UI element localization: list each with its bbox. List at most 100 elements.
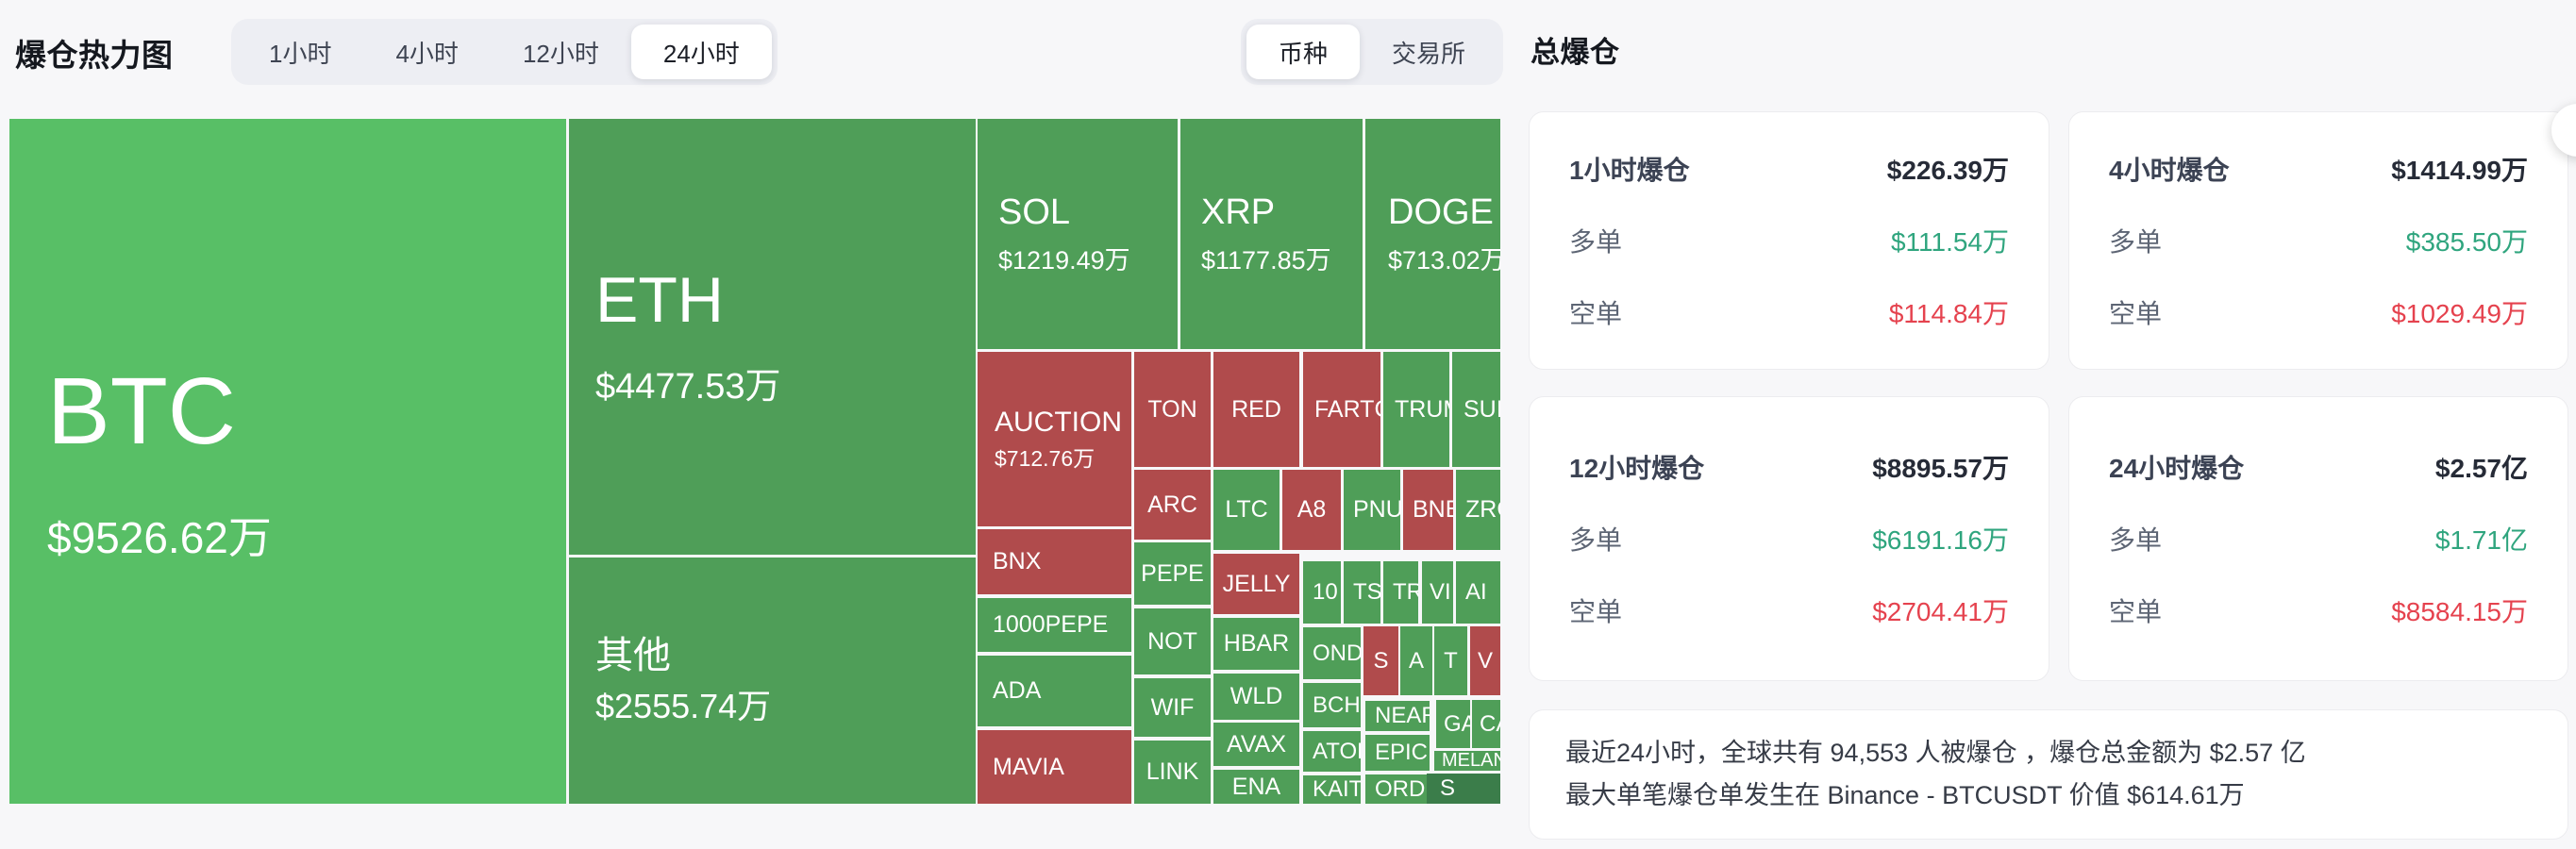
card-total-value: $2.57亿 bbox=[2434, 454, 2528, 483]
time-tab-12小时[interactable]: 12小时 bbox=[522, 39, 599, 68]
treemap-cell-NEAR[interactable]: NEAR bbox=[1365, 701, 1430, 731]
treemap-cell-BNX[interactable]: BNX bbox=[978, 529, 1131, 594]
short-value: $8584.15万 bbox=[2391, 597, 2528, 626]
treemap-cell-TRUMP[interactable]: TRUMP bbox=[1383, 352, 1449, 467]
treemap-cell-LTC[interactable]: LTC bbox=[1213, 470, 1280, 550]
treemap-cell-EPIC[interactable]: EPIC bbox=[1365, 735, 1430, 771]
treemap-cell-ADA[interactable]: ADA bbox=[978, 656, 1131, 726]
treemap-cell-MAVIA[interactable]: MAVIA bbox=[978, 730, 1131, 804]
cell-symbol: CA bbox=[1480, 710, 1500, 737]
cell-symbol: ONDO bbox=[1313, 640, 1361, 666]
cell-symbol: AVAX bbox=[1227, 730, 1286, 757]
treemap-cell-RED[interactable]: RED bbox=[1213, 352, 1299, 467]
treemap-cell-ONDO[interactable]: ONDO bbox=[1303, 627, 1361, 679]
treemap-cell-ENA[interactable]: ENA bbox=[1213, 770, 1299, 804]
treemap-cell-A8[interactable]: A8 bbox=[1282, 470, 1341, 550]
cell-symbol: MAVIA bbox=[993, 753, 1064, 780]
cell-symbol: NOT bbox=[1147, 627, 1197, 655]
short-value: $1029.49万 bbox=[2391, 299, 2528, 328]
cell-symbol: PEPE bbox=[1141, 559, 1204, 587]
total-liquidation-title: 总爆仓 bbox=[1531, 36, 1620, 69]
treemap-cell-LINK[interactable]: LINK bbox=[1134, 741, 1211, 804]
treemap-cell-PEPE[interactable]: PEPE bbox=[1134, 542, 1211, 605]
treemap-cell-NOT[interactable]: NOT bbox=[1134, 608, 1211, 674]
treemap-cell-S[interactable]: S bbox=[1363, 626, 1398, 695]
treemap-cell-1000PEPE[interactable]: 1000PEPE bbox=[978, 598, 1131, 652]
treemap-cell-TS[interactable]: TS bbox=[1344, 561, 1380, 624]
treemap-cell-HBAR[interactable]: HBAR bbox=[1213, 618, 1299, 670]
treemap-cell-AI[interactable]: AI bbox=[1456, 561, 1500, 624]
cell-symbol: LTC bbox=[1225, 496, 1268, 523]
cell-value: $1177.85万 bbox=[1201, 245, 1331, 275]
treemap-cell-XRP[interactable]: XRP $1177.85万 bbox=[1180, 119, 1363, 349]
cell-value: $2555.74万 bbox=[595, 687, 772, 726]
treemap-cell-AUCTION[interactable]: AUCTION $712.76万 bbox=[978, 352, 1131, 526]
cell-symbol: XRP bbox=[1201, 191, 1276, 232]
liquidation-card-12小时爆仓: 12小时爆仓 $8895.57万 多单 $6191.16万 空单 $2704.41万 bbox=[1529, 396, 2049, 681]
cell-symbol: KAITO bbox=[1313, 776, 1361, 803]
cell-value: $9526.62万 bbox=[47, 513, 272, 563]
cell-symbol: 10 bbox=[1313, 579, 1338, 606]
cell-symbol: RED bbox=[1231, 395, 1281, 423]
treemap-cell-WIF[interactable]: WIF bbox=[1134, 678, 1211, 737]
treemap-cell-S[interactable]: S bbox=[1427, 774, 1500, 804]
treemap-cell-10[interactable]: 10 bbox=[1303, 561, 1341, 624]
card-period-label: 4小时爆仓 bbox=[2109, 156, 2230, 185]
treemap-cell-MELANIA[interactable]: MELANIA bbox=[1434, 751, 1500, 771]
treemap-cell-CA[interactable]: CA bbox=[1472, 700, 1500, 748]
mode-tab-币种[interactable]: 币种 bbox=[1246, 25, 1361, 79]
treemap-cell-A[interactable]: A bbox=[1400, 626, 1432, 695]
treemap-cell-FARTCOIN[interactable]: FARTCOIN bbox=[1303, 352, 1380, 467]
treemap-cell-ZRO[interactable]: ZRO bbox=[1456, 470, 1500, 550]
cell-symbol: AI bbox=[1465, 579, 1487, 606]
cell-symbol: ORDI bbox=[1375, 775, 1430, 802]
cell-value: $713.02万 bbox=[1388, 245, 1500, 275]
treemap-cell-TR[interactable]: TR bbox=[1383, 561, 1418, 624]
treemap-cell-TON[interactable]: TON bbox=[1134, 352, 1211, 467]
treemap-cell-PNUT[interactable]: PNUT bbox=[1344, 470, 1400, 550]
cell-symbol: ETH bbox=[595, 263, 724, 336]
card-total-value: $226.39万 bbox=[1886, 156, 2009, 185]
time-tab-1小时[interactable]: 1小时 bbox=[269, 39, 332, 68]
cell-symbol: LINK bbox=[1146, 758, 1199, 785]
treemap-cell-BTC[interactable]: BTC $9526.62万 bbox=[9, 119, 566, 804]
time-tab-4小时[interactable]: 4小时 bbox=[395, 39, 459, 68]
summary-line-1: 最近24小时，全球共有 94,553 人被爆仓 ，爆仓总金额为 $2.57 亿 bbox=[1565, 739, 2306, 767]
long-label: 多单 bbox=[2109, 525, 2163, 555]
treemap-cell-DOGE[interactable]: DOGE $713.02万 bbox=[1365, 119, 1500, 349]
long-value: $6191.16万 bbox=[1872, 525, 2009, 555]
treemap-cell-ETH[interactable]: ETH $4477.53万 bbox=[569, 119, 976, 555]
cell-symbol: V bbox=[1477, 647, 1493, 674]
short-label: 空单 bbox=[1569, 597, 1623, 626]
card-total-value: $1414.99万 bbox=[2391, 156, 2528, 185]
treemap-cell-WLD[interactable]: WLD bbox=[1213, 674, 1299, 720]
treemap-cell-BNB[interactable]: BNB bbox=[1403, 470, 1453, 550]
card-period-label: 12小时爆仓 bbox=[1569, 454, 1705, 483]
treemap-cell-V[interactable]: V bbox=[1470, 626, 1500, 695]
cell-symbol: ARC bbox=[1147, 491, 1197, 518]
treemap-cell-SOL[interactable]: SOL $1219.49万 bbox=[978, 119, 1178, 349]
cell-symbol: PNUT bbox=[1353, 496, 1400, 523]
timeframe-switcher: 1小时 4小时 12小时 24小时 bbox=[231, 19, 778, 85]
cell-symbol: WLD bbox=[1229, 683, 1283, 709]
treemap-cell-T[interactable]: T bbox=[1434, 626, 1467, 695]
summary-line-2: 最大单笔爆仓单发生在 Binance - BTCUSDT 价值 $614.61万 bbox=[1565, 781, 2245, 809]
treemap-cell-ORDI[interactable]: ORDI bbox=[1365, 774, 1430, 804]
time-tab-24小时[interactable]: 24小时 bbox=[630, 25, 772, 79]
treemap-cell-AVAX[interactable]: AVAX bbox=[1213, 723, 1299, 766]
treemap-cell-SUI[interactable]: SUI bbox=[1452, 352, 1500, 467]
treemap-cell-GA[interactable]: GA bbox=[1436, 700, 1470, 748]
treemap-cell-BCH[interactable]: BCH bbox=[1303, 683, 1361, 727]
cell-value: $712.76万 bbox=[995, 446, 1096, 472]
treemap-cell-KAITO[interactable]: KAITO bbox=[1303, 775, 1361, 804]
mode-tab-交易所[interactable]: 交易所 bbox=[1392, 39, 1466, 68]
cell-symbol: HBAR bbox=[1223, 630, 1290, 657]
short-label: 空单 bbox=[1569, 299, 1623, 328]
cell-symbol: S bbox=[1373, 647, 1389, 674]
treemap-cell-JELLY[interactable]: JELLY bbox=[1213, 554, 1299, 614]
cell-symbol: ENA bbox=[1231, 773, 1281, 800]
treemap-cell-VI[interactable]: VI bbox=[1422, 561, 1453, 624]
treemap-cell-其他[interactable]: 其他 $2555.74万 bbox=[569, 558, 976, 804]
treemap-cell-ARC[interactable]: ARC bbox=[1134, 470, 1211, 540]
treemap-cell-ATOM[interactable]: ATOM bbox=[1303, 731, 1361, 772]
